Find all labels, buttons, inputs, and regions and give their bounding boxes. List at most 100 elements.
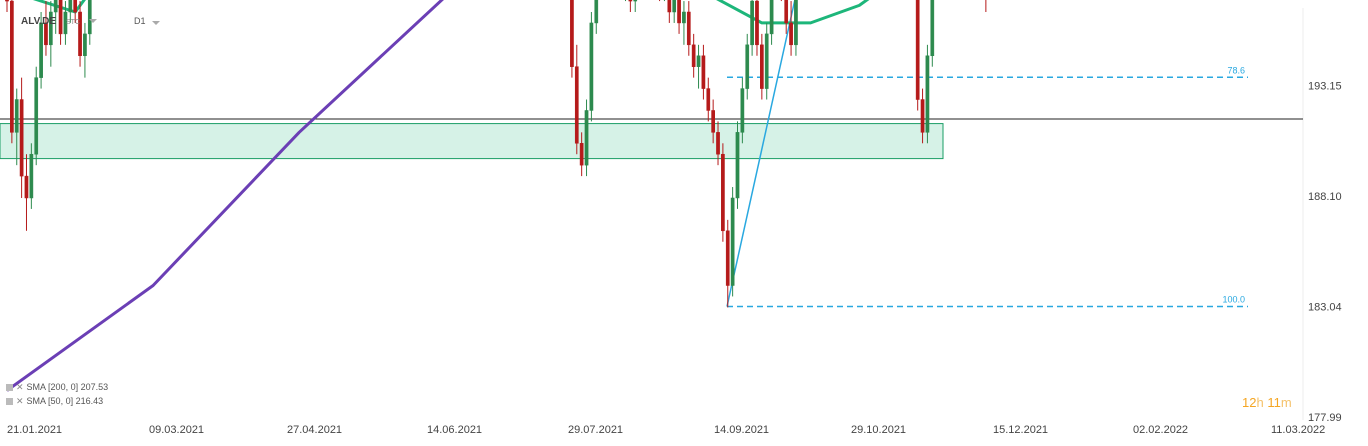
- candle-body: [68, 0, 73, 13]
- x-tick-label: 29.07.2021: [568, 424, 623, 436]
- candle-body: [915, 0, 920, 100]
- candle-body: [716, 132, 720, 155]
- x-tick-label: 29.10.2021: [851, 424, 906, 436]
- y-axis: 228.52223.46218.41213.36208.31203.25198.…: [1308, 80, 1342, 424]
- candle-body: [677, 0, 681, 24]
- candle-body: [14, 99, 19, 133]
- candle-body: [39, 22, 43, 78]
- candle-body: [579, 143, 584, 166]
- symbol-label[interactable]: ALV.DE: [21, 16, 57, 27]
- sma-200-line: [6, 0, 444, 392]
- candle-body: [574, 66, 579, 144]
- candle-body: [750, 0, 754, 46]
- candle-body: [53, 0, 58, 13]
- candle-body: [764, 33, 769, 89]
- candle-body: [73, 0, 78, 13]
- candle-body: [735, 132, 740, 199]
- fib-trend-line[interactable]: [726, 0, 965, 307]
- x-tick-label: 27.04.2021: [287, 424, 342, 436]
- sma-50-line: [32, 0, 870, 25]
- candle-body: [794, 0, 798, 46]
- candle-body: [730, 197, 735, 286]
- candle-body: [672, 0, 677, 13]
- candle-body: [682, 11, 686, 24]
- fib-level-label: 100.0: [1222, 295, 1245, 305]
- candle-body: [755, 0, 759, 46]
- candle-body: [34, 77, 39, 155]
- candle-countdown: 12h 11m: [1242, 395, 1292, 410]
- candle-body: [721, 153, 725, 232]
- candle-body: [925, 55, 930, 133]
- y-tick-label: 193.15: [1308, 80, 1342, 92]
- zone-rect[interactable]: [0, 123, 944, 160]
- x-tick-label: 02.02.2022: [1133, 424, 1188, 436]
- candle-body: [24, 175, 29, 199]
- candle-body: [740, 88, 745, 133]
- candle-body: [760, 44, 764, 89]
- y-tick-label: 177.99: [1308, 412, 1342, 424]
- candle-body: [706, 88, 711, 111]
- timeframe-label[interactable]: D1: [134, 16, 146, 26]
- candle-body: [589, 22, 594, 111]
- candle-body: [930, 0, 935, 57]
- candle-body: [691, 44, 696, 67]
- symbol-dropdown-icon[interactable]: [89, 19, 97, 23]
- y-tick-label: 188.10: [1308, 191, 1342, 203]
- candle-body: [725, 230, 730, 286]
- y-tick-label: 183.04: [1308, 302, 1342, 314]
- candle-body: [5, 0, 9, 2]
- sma-50-legend: ✕ SMA [50, 0] 216.43: [6, 396, 103, 407]
- candle-body: [87, 0, 92, 35]
- x-tick-label: 14.09.2021: [714, 424, 769, 436]
- candle-body: [789, 22, 793, 46]
- candle-body: [78, 11, 82, 57]
- sma-200-legend: ✕ SMA [200, 0] 207.53: [6, 382, 108, 393]
- candle-body: [696, 55, 701, 67]
- candle-body: [667, 0, 672, 13]
- candle-body: [784, 0, 789, 24]
- indicator-settings-icon[interactable]: [6, 398, 13, 406]
- candles-layer: [5, 0, 987, 308]
- countdown-hours: 12: [1242, 395, 1257, 410]
- candle-body: [711, 110, 715, 133]
- x-tick-label: 15.12.2021: [993, 424, 1048, 436]
- candle-body: [29, 153, 34, 199]
- fib-level-label: 78.6: [1227, 65, 1245, 75]
- remove-indicator-icon[interactable]: ✕: [16, 396, 24, 406]
- countdown-minutes: 11: [1267, 395, 1281, 410]
- candle-body: [58, 0, 63, 35]
- candle-body: [44, 22, 48, 46]
- x-tick-label: 11.03.2022: [1271, 424, 1325, 436]
- countdown-hours-unit: h: [1256, 395, 1264, 410]
- market-label: STC: [66, 19, 80, 26]
- candle-body: [570, 0, 574, 67]
- sma-layer: [6, 0, 870, 392]
- candle-body: [769, 0, 774, 35]
- remove-indicator-icon[interactable]: ✕: [16, 382, 24, 392]
- candle-body: [628, 0, 633, 2]
- candle-body: [701, 55, 706, 89]
- timeframe-dropdown-icon[interactable]: [152, 21, 160, 25]
- candle-body: [920, 99, 925, 133]
- indicator-settings-icon[interactable]: [6, 384, 13, 392]
- candle-body: [10, 0, 14, 133]
- x-tick-label: 21.01.2021: [7, 424, 62, 436]
- x-axis: 21.01.2021 09.03.2021 27.04.2021 14.06.2021…: [7, 424, 1325, 436]
- countdown-minutes-unit: m: [1280, 395, 1292, 410]
- x-tick-label: 14.06.2021: [427, 424, 482, 436]
- candle-body: [48, 11, 53, 46]
- candle-body: [594, 0, 599, 24]
- zones-layer: [0, 123, 944, 160]
- candle-body: [745, 44, 750, 89]
- candle-body: [83, 33, 87, 57]
- sma-200-label: SMA [200, 0] 207.53: [26, 382, 109, 392]
- candle-body: [633, 0, 638, 2]
- x-tick-label: 09.03.2021: [149, 424, 204, 436]
- sma-50-label: SMA [50, 0] 216.43: [26, 396, 104, 406]
- candle-body: [686, 11, 691, 46]
- candle-body: [63, 11, 68, 35]
- candle-body: [584, 110, 589, 166]
- candle-body: [19, 99, 24, 177]
